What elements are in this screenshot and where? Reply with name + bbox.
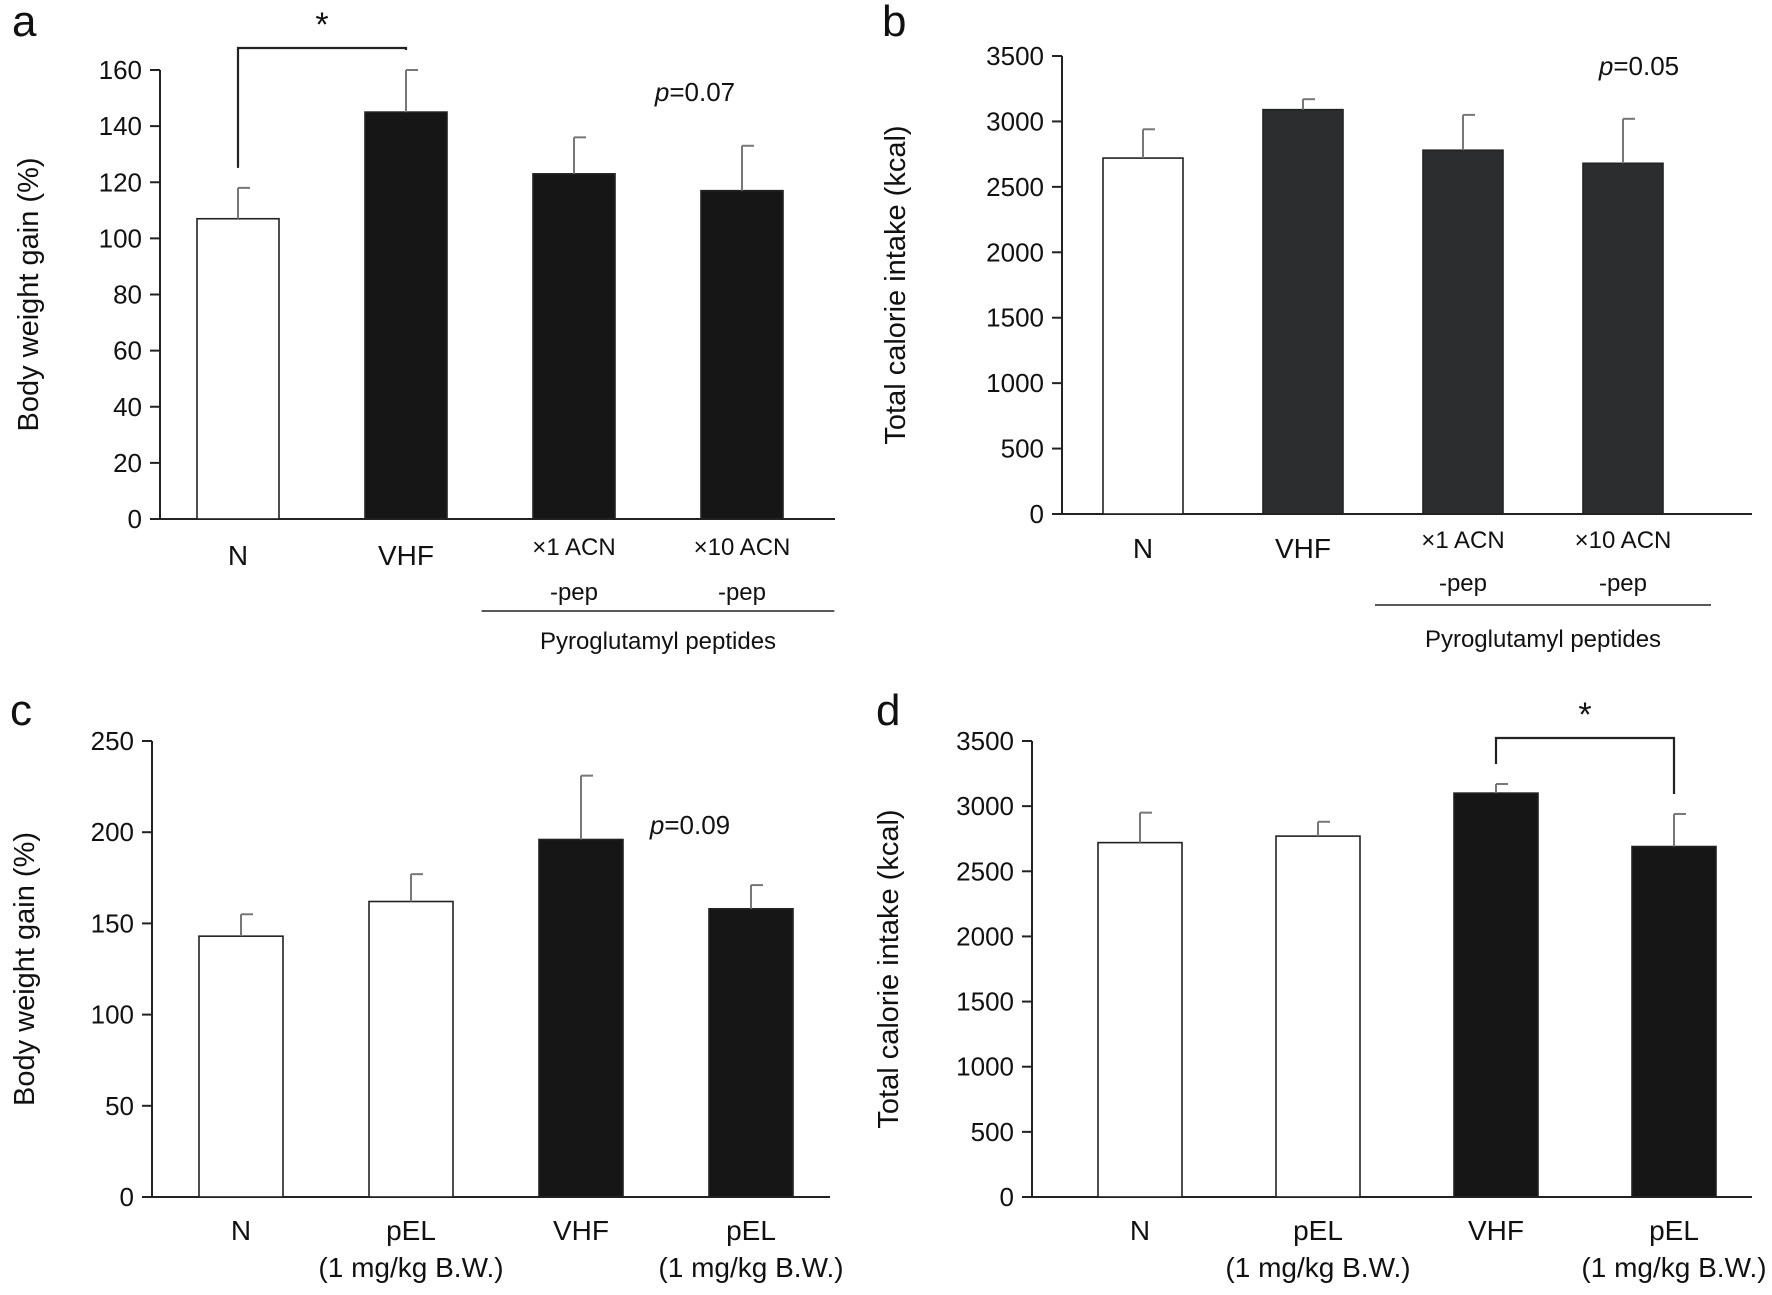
p-value-annotation: p=0.09 [649,810,730,840]
category-label: N [1130,1215,1150,1246]
y-tick-label: 200 [91,817,134,847]
panel-letter: d [876,686,900,735]
bar [708,908,794,1198]
category-label: -pep [1599,570,1647,597]
group-bracket-label: Pyroglutamyl peptides [540,628,776,655]
y-tick-label: 100 [99,223,142,253]
category-label: (1 mg/kg B.W.) [658,1252,843,1283]
bar [364,111,448,520]
category-label: VHF [378,540,434,571]
y-axis-label: Total calorie intake (kcal) [880,125,912,444]
bar [1097,841,1183,1198]
category-label: -pep [1439,570,1487,597]
significance-bracket [1494,736,1676,794]
y-tick-label: 1500 [986,303,1044,333]
y-tick-label: 500 [1001,434,1044,464]
y-tick-label: 150 [91,908,134,938]
bar [532,173,616,520]
bar [196,217,280,520]
category-label: N [1133,533,1153,564]
bar [1275,835,1361,1198]
bar [700,189,784,520]
y-tick-label: 2500 [986,172,1044,202]
category-label: ×1 ACN [1421,527,1504,554]
significance-bracket [236,46,408,168]
y-tick-label: 50 [105,1091,134,1121]
category-label: VHF [553,1215,609,1246]
bar [1631,845,1717,1198]
category-label: (1 mg/kg B.W.) [1225,1252,1410,1283]
y-axis-label: Body weight gain (%) [9,832,41,1106]
category-label: pEL [726,1215,776,1246]
y-tick-label: 80 [113,280,142,310]
y-tick-label: 1000 [986,368,1044,398]
y-tick-label: 120 [99,167,142,197]
p-value-annotation: p=0.07 [654,77,735,107]
bar [1422,149,1504,515]
y-tick-label: 20 [113,448,142,478]
category-label: ×10 ACN [694,534,791,561]
y-tick-label: 2000 [956,921,1014,951]
category-label: pEL [386,1215,436,1246]
category-label: -pep [718,579,766,606]
category-label: N [228,540,248,571]
category-label: (1 mg/kg B.W.) [318,1252,503,1283]
category-label: VHF [1275,533,1331,564]
category-label: -pep [550,579,598,606]
panel-letter: c [10,686,32,735]
y-tick-label: 0 [1000,1182,1014,1212]
bar [198,935,284,1198]
category-label: pEL [1649,1215,1699,1246]
bar [368,900,454,1198]
y-tick-label: 2000 [986,237,1044,267]
y-tick-label: 100 [91,1000,134,1030]
bar [538,838,624,1198]
category-label: VHF [1468,1215,1524,1246]
group-bracket-label: Pyroglutamyl peptides [1425,626,1661,653]
panel-letter: a [12,0,37,46]
category-label: ×10 ACN [1575,527,1672,554]
bar [1262,108,1344,515]
panel-c: c 0 50 100 150 200 250 Body weight gain (%) N pEL… [9,686,844,1283]
category-label: (1 mg/kg B.W.) [1581,1252,1766,1283]
y-tick-label: 160 [99,55,142,85]
bar [1453,792,1539,1198]
y-tick-label: 40 [113,392,142,422]
category-label: pEL [1293,1215,1343,1246]
y-axis-label: Total calorie intake (kcal) [873,809,905,1128]
category-label: ×1 ACN [532,534,615,561]
y-tick-label: 3500 [956,726,1014,756]
y-tick-label: 60 [113,336,142,366]
y-tick-label: 1000 [956,1052,1014,1082]
panel-b: b 0 500 1000 1500 2000 2500 3000 3500 Total calor… [880,0,1752,653]
y-tick-label: 0 [128,504,142,534]
p-value-annotation: p=0.05 [1598,51,1679,81]
panel-a: a 0 20 40 60 80 100 120 140 160 Body weight gain (… [12,0,835,655]
significance-star: * [315,6,328,44]
bar [1582,162,1664,515]
y-tick-label: 2500 [956,856,1014,886]
panel-d: d 0 500 1000 1500 2000 2500 3000 3500 Total calor… [873,686,1767,1283]
y-tick-label: 0 [1030,499,1044,529]
y-tick-label: 3500 [986,41,1044,71]
category-label: N [231,1215,251,1246]
significance-star: * [1578,696,1591,734]
panel-letter: b [882,0,906,46]
y-tick-label: 3000 [956,791,1014,821]
bar [1102,157,1184,515]
y-tick-label: 250 [91,726,134,756]
y-tick-label: 0 [120,1182,134,1212]
y-tick-label: 1500 [956,987,1014,1017]
y-tick-label: 3000 [986,106,1044,136]
y-axis-label: Body weight gain (%) [13,157,45,431]
y-tick-label: 500 [971,1117,1014,1147]
y-tick-label: 140 [99,111,142,141]
